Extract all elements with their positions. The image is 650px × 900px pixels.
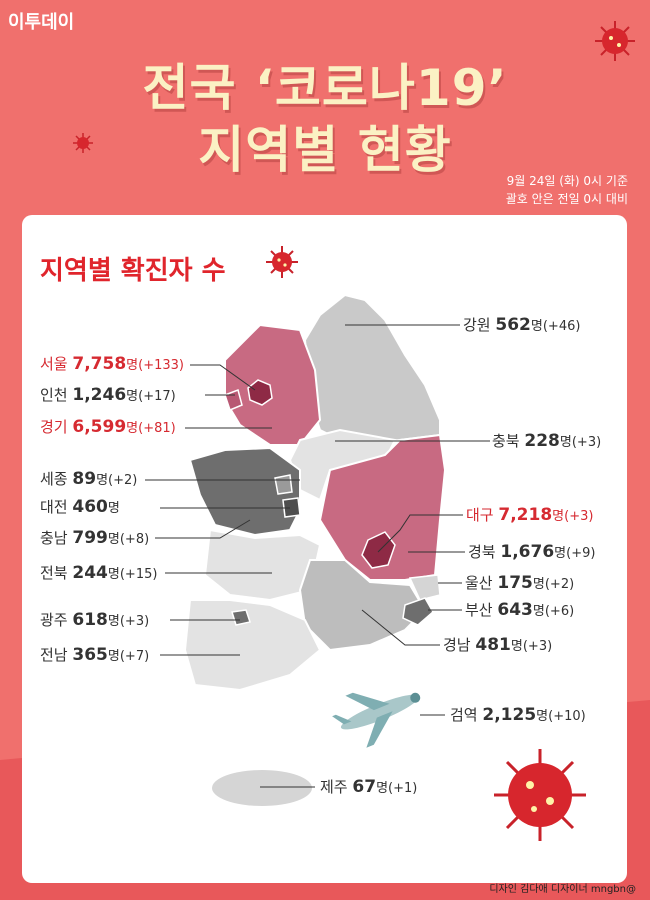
- label-chungbuk: 충북 228명(+3): [492, 431, 602, 451]
- page-title-line2: 지역별 현황: [198, 121, 452, 179]
- date-note: 9월 24일 (화) 0시 기준: [506, 174, 628, 188]
- label-gyeongbuk: 경북 1,676명(+9): [468, 542, 596, 562]
- comparison-note: 괄호 안은 전일 0시 대비: [505, 192, 628, 206]
- label-busan: 부산 643명(+6): [465, 600, 575, 620]
- label-daegu: 대구 7,218명(+3): [466, 505, 594, 525]
- label-sejong: 세종 89명(+2): [40, 469, 138, 489]
- label-jeonbuk: 전북 244명(+15): [40, 563, 158, 583]
- logo: 이투데이: [8, 12, 75, 33]
- label-chungnam: 충남 799명(+8): [40, 528, 150, 548]
- virus-icon-small: [73, 133, 93, 153]
- label-ulsan: 울산 175명(+2): [465, 573, 575, 593]
- virus-icon: [595, 21, 635, 61]
- label-jeonnam: 전남 365명(+7): [40, 645, 150, 665]
- label-jeju: 제주 67명(+1): [320, 777, 418, 797]
- label-quarantine: 검역 2,125명(+10): [450, 705, 586, 725]
- page-title-line1: 전국 ‘코로나19’: [142, 59, 508, 117]
- label-daejeon: 대전 460명: [40, 497, 120, 517]
- label-seoul: 서울 7,758명(+133): [40, 354, 184, 374]
- card-title: 지역별 확진자 수: [40, 256, 226, 286]
- designer-credit: 디자인 김다애 디자이너 mngbn@: [489, 884, 636, 895]
- label-gwangju: 광주 618명(+3): [40, 610, 150, 630]
- label-gangwon: 강원 562명(+46): [463, 315, 581, 335]
- virus-icon-title: [266, 246, 298, 278]
- label-gyeongnam: 경남 481명(+3): [443, 635, 553, 655]
- label-incheon: 인천 1,246명(+17): [40, 385, 176, 405]
- label-gyeonggi: 경기 6,599명(+81): [40, 417, 176, 437]
